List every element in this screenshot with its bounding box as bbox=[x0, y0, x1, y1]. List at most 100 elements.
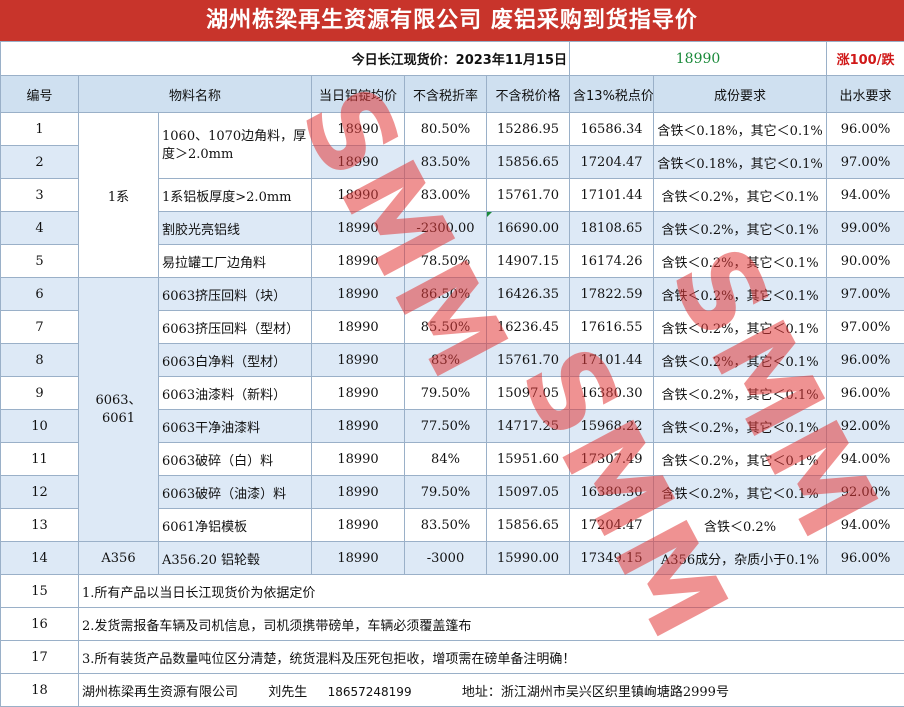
group-label: A356 bbox=[79, 542, 159, 575]
water: 94.00% bbox=[827, 509, 904, 542]
header-water: 出水要求 bbox=[827, 76, 904, 113]
ex-tax-price: 15951.60 bbox=[487, 443, 570, 476]
ex-tax-price: 16426.35 bbox=[487, 278, 570, 311]
water: 97.00% bbox=[827, 311, 904, 344]
ex-tax-price: 15856.65 bbox=[487, 146, 570, 179]
rate: 77.50% bbox=[405, 410, 487, 443]
rate: 84% bbox=[405, 443, 487, 476]
row-no: 9 bbox=[1, 377, 79, 410]
composition: A356成分，杂质小于0.1% bbox=[654, 542, 827, 575]
material-name: 6063破碎（油漆）料 bbox=[159, 476, 312, 509]
contact-company: 湖州栋梁再生资源有限公司 bbox=[82, 685, 238, 700]
table-row: 6 6063、6061 6063挤压回料（块） 18990 86.50% 164… bbox=[1, 278, 904, 311]
note-row: 16 2.发货需报备车辆及司机信息，司机须携带磅单，车辆必须覆盖篷布 bbox=[1, 608, 904, 641]
avg-price: 18990 bbox=[312, 179, 405, 212]
inc-tax-price: 17101.44 bbox=[570, 179, 654, 212]
ex-tax-price: 15097.05 bbox=[487, 377, 570, 410]
ex-tax-price: 16236.45 bbox=[487, 311, 570, 344]
water: 92.00% bbox=[827, 476, 904, 509]
row-no: 15 bbox=[1, 575, 79, 608]
water: 90.00% bbox=[827, 245, 904, 278]
water: 92.00% bbox=[827, 410, 904, 443]
material-name: A356.20 铝轮毂 bbox=[159, 542, 312, 575]
avg-price: 18990 bbox=[312, 410, 405, 443]
inc-tax-price: 16174.26 bbox=[570, 245, 654, 278]
composition: 含铁＜0.2%，其它＜0.1% bbox=[654, 179, 827, 212]
rate: -2300.00 bbox=[405, 212, 487, 245]
avg-price: 18990 bbox=[312, 377, 405, 410]
water: 99.00% bbox=[827, 212, 904, 245]
cell-comment-marker bbox=[487, 212, 492, 217]
inc-tax-price: 17349.15 bbox=[570, 542, 654, 575]
rate: 83% bbox=[405, 344, 487, 377]
header-composition: 成份要求 bbox=[654, 76, 827, 113]
avg-price: 18990 bbox=[312, 509, 405, 542]
rate: 83.50% bbox=[405, 509, 487, 542]
price-table: 今日长江现货价：2023年11月15日 18990 涨100/跌 编号 物料名称… bbox=[0, 41, 904, 707]
water: 96.00% bbox=[827, 377, 904, 410]
note-row: 17 3.所有装货产品数量吨位区分清楚，统货混料及压死包拒收，增项需在磅单备注明… bbox=[1, 641, 904, 674]
group-label: 6063、6061 bbox=[79, 278, 159, 542]
ex-tax-price: 15761.70 bbox=[487, 179, 570, 212]
rate: 83.50% bbox=[405, 146, 487, 179]
composition: 含铁＜0.2%，其它＜0.1% bbox=[654, 377, 827, 410]
contact-address: 地址：浙江湖州市吴兴区织里镇峋塘路2999号 bbox=[462, 685, 729, 700]
water: 97.00% bbox=[827, 278, 904, 311]
material-name: 1060、1070边角料，厚度＞2.0mm bbox=[159, 113, 312, 179]
row-no: 13 bbox=[1, 509, 79, 542]
header-rate: 不含税折率 bbox=[405, 76, 487, 113]
composition: 含铁＜0.2%，其它＜0.1% bbox=[654, 245, 827, 278]
inc-tax-price: 17204.47 bbox=[570, 146, 654, 179]
composition: 含铁＜0.18%，其它＜0.1% bbox=[654, 113, 827, 146]
row-no: 4 bbox=[1, 212, 79, 245]
row-no: 3 bbox=[1, 179, 79, 212]
material-name: 割胶光亮铝线 bbox=[159, 212, 312, 245]
row-no: 18 bbox=[1, 674, 79, 707]
price-change: 涨100/跌 bbox=[827, 42, 904, 76]
material-name: 6063油漆料（新料） bbox=[159, 377, 312, 410]
note-text: 2.发货需报备车辆及司机信息，司机须携带磅单，车辆必须覆盖篷布 bbox=[79, 608, 904, 641]
rate: 86.50% bbox=[405, 278, 487, 311]
ex-tax-price: 15990.00 bbox=[487, 542, 570, 575]
inc-tax-price: 15968.22 bbox=[570, 410, 654, 443]
ex-tax-price: 14717.25 bbox=[487, 410, 570, 443]
rate: -3000 bbox=[405, 542, 487, 575]
inc-tax-price: 17101.44 bbox=[570, 344, 654, 377]
composition: 含铁＜0.18%，其它＜0.1% bbox=[654, 146, 827, 179]
material-name: 6063干净油漆料 bbox=[159, 410, 312, 443]
ex-tax-price: 16690.00 bbox=[487, 212, 570, 245]
contact-phone: 18657248199 bbox=[328, 685, 412, 699]
note-text: 1.所有产品以当日长江现货价为依据定价 bbox=[79, 575, 904, 608]
avg-price: 18990 bbox=[312, 245, 405, 278]
header-inc-tax: 含13%税点价 bbox=[570, 76, 654, 113]
header-ex-tax: 不含税价格 bbox=[487, 76, 570, 113]
ex-tax-price: 14907.15 bbox=[487, 245, 570, 278]
material-name: 1系铝板厚度>2.0mm bbox=[159, 179, 312, 212]
inc-tax-price: 18108.65 bbox=[570, 212, 654, 245]
row-no: 14 bbox=[1, 542, 79, 575]
inc-tax-price: 16380.30 bbox=[570, 377, 654, 410]
header-no: 编号 bbox=[1, 76, 79, 113]
rate: 85.50% bbox=[405, 311, 487, 344]
composition: 含铁＜0.2%，其它＜0.1% bbox=[654, 212, 827, 245]
material-name: 6063白净料（型材） bbox=[159, 344, 312, 377]
material-name: 6063挤压回料（块） bbox=[159, 278, 312, 311]
inc-tax-price: 16586.34 bbox=[570, 113, 654, 146]
header-avg-price: 当日铝锭均价 bbox=[312, 76, 405, 113]
composition: 含铁＜0.2%，其它＜0.1% bbox=[654, 410, 827, 443]
ex-tax-price: 15097.05 bbox=[487, 476, 570, 509]
contact-person: 刘先生 bbox=[268, 685, 307, 700]
inc-tax-price: 17307.49 bbox=[570, 443, 654, 476]
composition: 含铁＜0.2%，其它＜0.1% bbox=[654, 278, 827, 311]
price-date-label: 今日长江现货价：2023年11月15日 bbox=[1, 42, 570, 76]
contact-info: 湖州栋梁再生资源有限公司 刘先生 18657248199 地址：浙江湖州市吴兴区… bbox=[79, 674, 904, 707]
price-bar: 今日长江现货价：2023年11月15日 18990 涨100/跌 bbox=[1, 42, 904, 76]
avg-price: 18990 bbox=[312, 311, 405, 344]
note-text: 3.所有装货产品数量吨位区分清楚，统货混料及压死包拒收，增项需在磅单备注明确！ bbox=[79, 641, 904, 674]
avg-price: 18990 bbox=[312, 212, 405, 245]
inc-tax-price: 17822.59 bbox=[570, 278, 654, 311]
row-no: 1 bbox=[1, 113, 79, 146]
table-row: 1 1系 1060、1070边角料，厚度＞2.0mm 18990 80.50% … bbox=[1, 113, 904, 146]
row-no: 6 bbox=[1, 278, 79, 311]
water: 96.00% bbox=[827, 542, 904, 575]
